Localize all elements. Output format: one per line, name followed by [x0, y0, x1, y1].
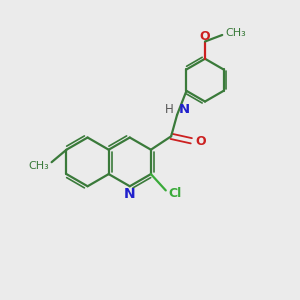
Text: CH₃: CH₃: [28, 161, 49, 171]
Text: O: O: [196, 135, 206, 148]
Text: O: O: [200, 30, 210, 43]
Text: N: N: [124, 187, 136, 201]
Text: CH₃: CH₃: [226, 28, 247, 38]
Text: H: H: [165, 103, 174, 116]
Text: Cl: Cl: [168, 188, 182, 200]
Text: N: N: [178, 103, 190, 116]
